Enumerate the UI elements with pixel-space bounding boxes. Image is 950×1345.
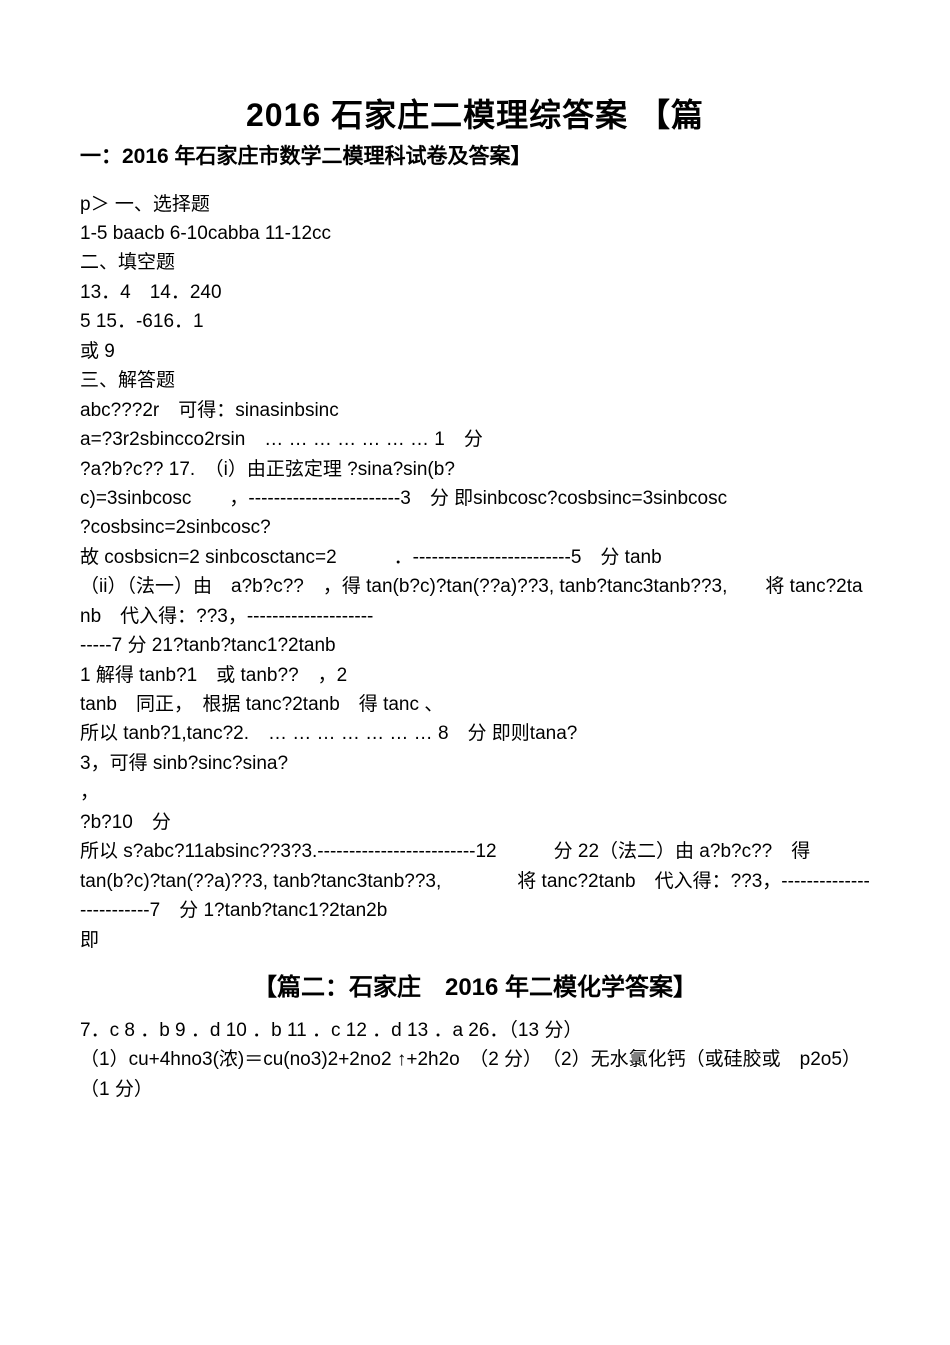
body-line: -----7 分 21?tanb?tanc1?2tanb [80, 631, 870, 660]
body-line: ， [80, 778, 870, 807]
body-line: 1-5 baacb 6-10cabba 11-12cc [80, 219, 870, 248]
body-line: c)=3sinbcosc ，------------------------3 … [80, 484, 870, 513]
section2-title: 【篇二：石家庄 2016 年二模化学答案】 [80, 967, 870, 1002]
body-line: 5 15．-616．1 [80, 307, 870, 336]
body-line: p＞ 一、选择题 [80, 190, 870, 219]
body-line: 1 解得 tanb?1 或 tanb?? ，2 [80, 661, 870, 690]
body-line: 所以 s?abc?11absinc??3?3.-----------------… [80, 837, 870, 866]
body-line: abc???2r 可得：sinasinbsinc [80, 396, 870, 425]
section2-line: 7．c 8 ．b 9 ．d 10 ．b 11 ．c 12 ．d 13 ．a 26… [80, 1016, 870, 1045]
body-line: 故 cosbsicn=2 sinbcosctanc=2 ．-----------… [80, 543, 870, 572]
body-line: 即 [80, 926, 870, 955]
section1-title: 一：2016 年石家庄市数学二模理科试卷及答案】 [80, 140, 870, 174]
body-line: ?b?10 分 [80, 808, 870, 837]
body-line: 3，可得 sinb?sinc?sina? [80, 749, 870, 778]
body-line: 二、填空题 [80, 248, 870, 277]
body-line: ?a?b?c?? 17. （i）由正弦定理 ?sina?sin(b? [80, 455, 870, 484]
body-line: （ii）（法一）由 a?b?c?? ，得 tan(b?c)?tan(??a)??… [80, 572, 870, 631]
body-line: 13．4 14．240 [80, 278, 870, 307]
main-title-suffix: 【篇 [638, 97, 704, 133]
body-line: 所以 tanb?1,tanc?2. … … … … … … … 8 分 即则ta… [80, 719, 870, 748]
body-line: 三、解答题 [80, 366, 870, 395]
main-title-part1: 2016 石家庄二模理综答案 [246, 97, 628, 133]
section2-line: （1）cu+4hno3(浓)＝cu(no3)2+2no2 ↑+2h2o （2 分… [80, 1045, 870, 1104]
body-line: tan(b?c)?tan(??a)??3, tanb?tanc3tanb??3,… [80, 867, 870, 926]
body-line: a=?3r2sbincco2rsin … … … … … … … 1 分 [80, 425, 870, 454]
body-line: ?cosbsinc=2sinbcosc? [80, 513, 870, 542]
body-line: 或 9 [80, 337, 870, 366]
body-line: tanb 同正， 根据 tanc?2tanb 得 tanc 、 [80, 690, 870, 719]
